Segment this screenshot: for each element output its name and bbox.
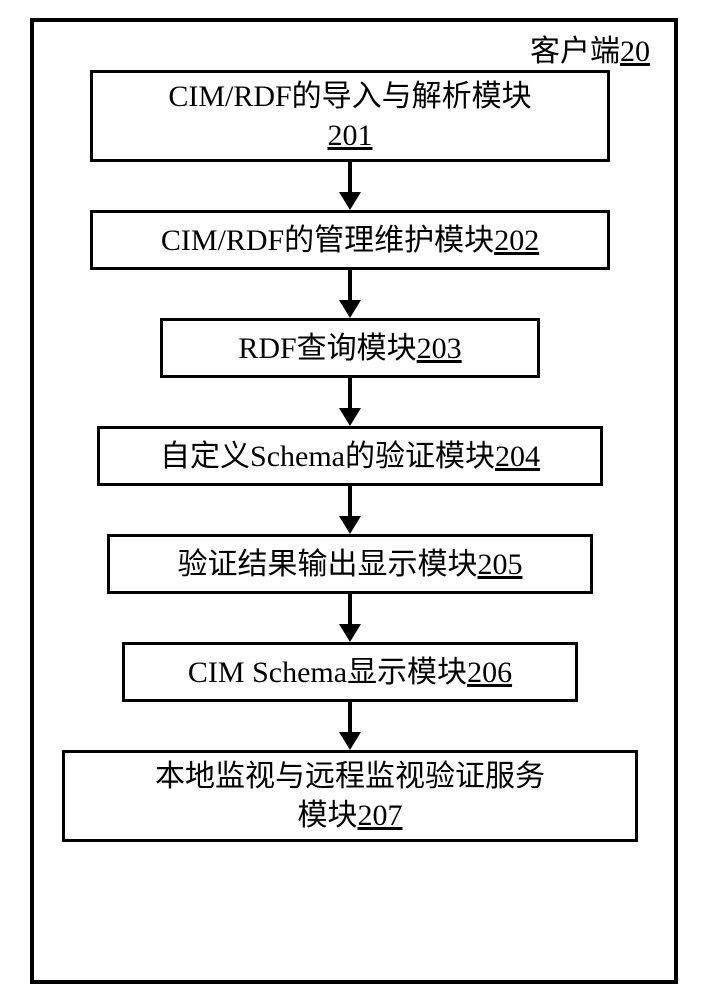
module-num: 201 <box>328 119 373 152</box>
arrow-n205-n206 <box>339 594 361 642</box>
module-label: 验证结果输出显示模块205 <box>178 545 523 584</box>
arrow-shaft <box>348 594 352 624</box>
module-box-n203: RDF查询模块203 <box>160 318 540 378</box>
module-label-line: 201 <box>168 116 531 155</box>
module-label: 本地监视与远程监视验证服务模块207 <box>155 757 545 835</box>
module-label-line: 模块207 <box>155 796 545 835</box>
client-title-text: 客户端 <box>530 35 620 68</box>
module-box-n202: CIM/RDF的管理维护模块202 <box>90 210 610 270</box>
module-num: 204 <box>495 440 540 473</box>
module-text: CIM/RDF的管理维护模块 <box>161 224 494 257</box>
module-text: CIM/RDF的导入与解析模块 <box>168 80 531 113</box>
arrow-head-icon <box>339 732 361 750</box>
arrow-head-icon <box>339 300 361 318</box>
module-num: 205 <box>478 548 523 581</box>
module-label-line: 本地监视与远程监视验证服务 <box>155 757 545 796</box>
module-num: 202 <box>494 224 539 257</box>
arrow-shaft <box>348 486 352 516</box>
module-text: 本地监视与远程监视验证服务 <box>155 760 545 793</box>
module-label-line: RDF查询模块203 <box>238 329 461 368</box>
arrow-n201-n202 <box>339 162 361 210</box>
arrow-head-icon <box>339 192 361 210</box>
arrow-head-icon <box>339 408 361 426</box>
module-text: 自定义Schema的验证模块 <box>160 440 495 473</box>
arrow-head-icon <box>339 516 361 534</box>
module-num: 203 <box>417 332 462 365</box>
module-label-line: 自定义Schema的验证模块204 <box>160 437 540 476</box>
arrow-n203-n204 <box>339 378 361 426</box>
module-label-line: CIM/RDF的导入与解析模块 <box>168 77 531 116</box>
module-box-n201: CIM/RDF的导入与解析模块 201 <box>90 70 610 162</box>
module-num: 206 <box>467 656 512 689</box>
arrow-shaft <box>348 270 352 300</box>
module-text: 验证结果输出显示模块 <box>178 548 478 581</box>
module-box-n206: CIM Schema显示模块206 <box>122 642 578 702</box>
arrow-n204-n205 <box>339 486 361 534</box>
arrow-shaft <box>348 162 352 192</box>
module-text: 模块 <box>298 799 358 832</box>
arrow-head-icon <box>339 624 361 642</box>
module-text: RDF查询模块 <box>238 332 416 365</box>
module-label: CIM/RDF的管理维护模块202 <box>161 221 539 260</box>
module-box-n205: 验证结果输出显示模块205 <box>107 534 593 594</box>
client-title: 客户端20 <box>530 26 650 70</box>
arrow-n206-n207 <box>339 702 361 750</box>
module-text: CIM Schema显示模块 <box>188 656 467 689</box>
arrow-shaft <box>348 378 352 408</box>
module-box-n207: 本地监视与远程监视验证服务模块207 <box>62 750 638 842</box>
module-label: CIM/RDF的导入与解析模块 201 <box>168 77 531 155</box>
client-title-num: 20 <box>620 35 650 68</box>
module-label-line: CIM/RDF的管理维护模块202 <box>161 221 539 260</box>
module-box-n204: 自定义Schema的验证模块204 <box>97 426 603 486</box>
module-label-line: 验证结果输出显示模块205 <box>178 545 523 584</box>
module-label: CIM Schema显示模块206 <box>188 653 512 692</box>
arrow-n202-n203 <box>339 270 361 318</box>
module-label: 自定义Schema的验证模块204 <box>160 437 540 476</box>
module-label-line: CIM Schema显示模块206 <box>188 653 512 692</box>
module-num: 207 <box>358 799 403 832</box>
module-label: RDF查询模块203 <box>238 329 461 368</box>
arrow-shaft <box>348 702 352 732</box>
